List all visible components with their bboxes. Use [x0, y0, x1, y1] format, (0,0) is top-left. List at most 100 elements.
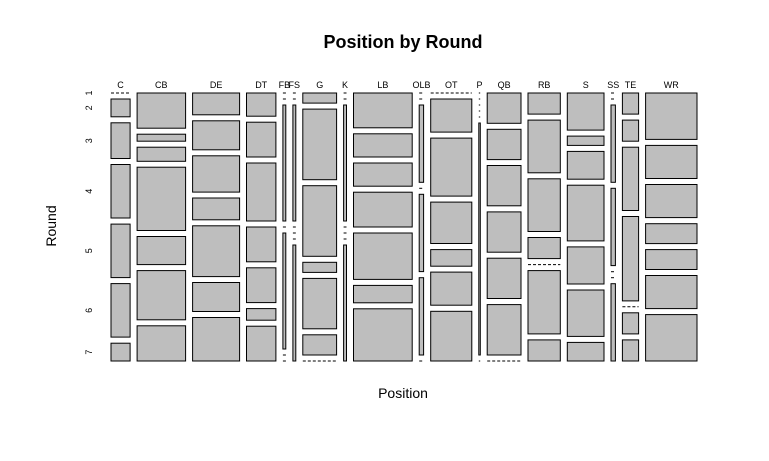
- tile-ss-round-4: [610, 187, 616, 267]
- tile-qb-round-3: [486, 165, 522, 207]
- tile-dt-round-5: [246, 267, 277, 304]
- x-tick-label-fb: FB: [279, 80, 291, 90]
- tile-c-round-3: [110, 122, 131, 160]
- tile-fb-round-5: [282, 232, 287, 350]
- tile-p-round-6: [478, 122, 481, 356]
- y-tick-label-round-3: 3: [84, 138, 94, 143]
- tile-rb-round-1: [527, 92, 561, 115]
- y-tick-label-round-2: 2: [84, 105, 94, 110]
- tile-de-round-5: [192, 225, 241, 278]
- tile-qb-round-4: [486, 211, 522, 253]
- y-tick-label-round-4: 4: [84, 189, 94, 194]
- tile-lb-round-4: [353, 191, 413, 228]
- tile-g-round-3: [302, 185, 338, 257]
- tile-te-round-3: [621, 146, 640, 211]
- tile-ss-round-3: [610, 104, 616, 183]
- tile-wr-round-1: [645, 92, 698, 140]
- tile-dt-round-2: [246, 121, 277, 158]
- tile-cb-round-6: [136, 270, 187, 321]
- tile-de-round-6: [192, 282, 241, 312]
- tile-g-round-1: [302, 92, 338, 104]
- tile-ot-round-6: [430, 271, 473, 306]
- mosaic-tiles: [110, 92, 698, 362]
- x-axis-label: Position: [378, 385, 428, 401]
- tile-te-round-4: [621, 216, 640, 302]
- tile-s-round-4: [566, 184, 605, 242]
- tile-de-round-1: [192, 92, 241, 116]
- tile-te-round-1: [621, 92, 640, 115]
- x-tick-label-lb: LB: [377, 80, 388, 90]
- tile-olb-round-5: [418, 193, 425, 273]
- x-tick-label-rb: RB: [538, 80, 551, 90]
- y-tick-label-round-1: 1: [84, 90, 94, 95]
- tile-qb-round-1: [486, 92, 522, 124]
- tile-olb-round-6: [418, 277, 425, 356]
- tile-lb-round-3: [353, 162, 413, 187]
- tile-c-round-4: [110, 164, 131, 219]
- tile-de-round-4: [192, 197, 241, 221]
- tile-lb-round-5: [353, 232, 413, 280]
- tile-wr-round-7: [645, 314, 698, 362]
- x-tick-label-g: G: [316, 80, 323, 90]
- x-tick-label-fs: FS: [289, 80, 301, 90]
- x-tick-label-dt: DT: [255, 80, 267, 90]
- tile-de-round-7: [192, 317, 241, 362]
- tile-s-round-5: [566, 246, 605, 285]
- tile-rb-round-6: [527, 270, 561, 335]
- tile-te-round-6: [621, 312, 640, 335]
- y-tick-label-round-5: 5: [84, 248, 94, 253]
- x-tick-label-wr: WR: [664, 80, 679, 90]
- tile-olb-round-3: [418, 104, 425, 183]
- tile-fs-round-3: [292, 104, 297, 222]
- tile-fs-round-7: [292, 244, 297, 362]
- chart-title: Position by Round: [324, 32, 483, 52]
- tile-c-round-2: [110, 98, 131, 118]
- tile-dt-round-1: [246, 92, 277, 117]
- x-tick-label-p: P: [476, 80, 482, 90]
- tile-cb-round-5: [136, 236, 187, 266]
- tile-dt-round-6: [246, 308, 277, 321]
- tile-rb-round-7: [527, 339, 561, 362]
- tile-cb-round-4: [136, 166, 187, 231]
- x-tick-label-ss: SS: [607, 80, 619, 90]
- tile-ot-round-7: [430, 310, 473, 362]
- tile-ss-round-7: [610, 283, 616, 362]
- tile-rb-round-3: [527, 178, 561, 233]
- tile-g-round-4: [302, 261, 338, 273]
- tile-lb-round-1: [353, 92, 413, 129]
- tile-c-round-6: [110, 283, 131, 338]
- tile-wr-round-2: [645, 144, 698, 179]
- tile-c-round-7: [110, 342, 131, 362]
- x-tick-label-s: S: [583, 80, 589, 90]
- tile-ot-round-5: [430, 249, 473, 267]
- tile-k-round-3: [343, 104, 348, 222]
- tile-wr-round-6: [645, 275, 698, 310]
- tile-dt-round-3: [246, 162, 277, 222]
- tile-de-round-3: [192, 155, 241, 193]
- tile-g-round-5: [302, 277, 338, 330]
- x-tick-label-de: DE: [210, 80, 223, 90]
- tile-rb-round-4: [527, 237, 561, 260]
- tile-s-round-3: [566, 150, 605, 180]
- tile-dt-round-7: [246, 325, 277, 362]
- x-tick-label-te: TE: [625, 80, 637, 90]
- tile-wr-round-5: [645, 249, 698, 271]
- tile-wr-round-4: [645, 223, 698, 245]
- tile-ot-round-3: [430, 137, 473, 197]
- x-tick-label-olb: OLB: [412, 80, 430, 90]
- tile-lb-round-6: [353, 284, 413, 304]
- y-axis-label: Round: [43, 205, 59, 246]
- tile-ot-round-4: [430, 201, 473, 245]
- tile-de-round-2: [192, 120, 241, 151]
- tile-cb-round-2: [136, 133, 187, 142]
- tile-s-round-6: [566, 289, 605, 337]
- tile-qb-round-5: [486, 257, 522, 300]
- x-tick-label-cb: CB: [155, 80, 168, 90]
- tile-qb-round-2: [486, 128, 522, 161]
- tile-g-round-6: [302, 334, 338, 356]
- tile-wr-round-3: [645, 184, 698, 219]
- x-tick-label-qb: QB: [498, 80, 511, 90]
- y-tick-label-round-6: 6: [84, 308, 94, 313]
